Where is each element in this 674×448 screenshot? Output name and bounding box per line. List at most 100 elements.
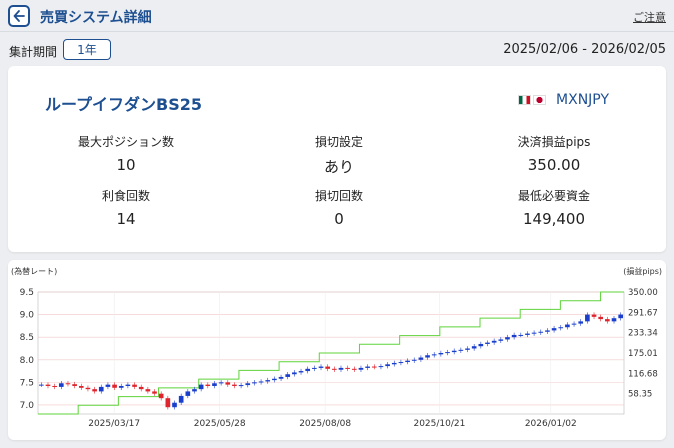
candle-body [531, 332, 537, 334]
stat-label: 損切設定 [314, 135, 363, 149]
stat-value: 14 [116, 210, 136, 228]
y-right-tick-label: 116.68 [628, 369, 658, 379]
system-name: ループイフダンBS25 [45, 95, 203, 114]
y-left-tick-label: 9.5 [20, 288, 34, 298]
candle-body [491, 340, 497, 343]
candle-body [138, 386, 144, 390]
y-right-tick-label: 350.00 [628, 288, 658, 298]
candle-body [471, 346, 477, 349]
stat-value: 10 [116, 156, 136, 174]
candle-body [178, 395, 184, 403]
candle-body [318, 366, 324, 368]
candle-body [478, 343, 484, 347]
candle-body [598, 316, 604, 320]
candle-body [238, 385, 244, 387]
candle-body [505, 337, 510, 340]
candle-body [405, 360, 410, 363]
candle-body [425, 355, 430, 358]
stat-value: 0 [334, 210, 344, 228]
candle-body [385, 364, 390, 367]
candle-body [185, 391, 191, 396]
chart-right-axis-label: (損益pips) [623, 266, 662, 276]
mexico-flag-icon [518, 95, 532, 105]
candle-body [525, 333, 530, 335]
candle-body [498, 339, 504, 341]
candle-body [252, 382, 257, 384]
candle-body [605, 319, 610, 322]
candle-body [232, 384, 237, 386]
stat-min-capital: 最低必要資金 149,400 [454, 187, 654, 228]
x-tick-label: 2025/03/17 [88, 419, 140, 429]
candle-body [52, 385, 57, 387]
candle-body [258, 381, 264, 383]
candle-body [192, 389, 197, 392]
pips-line [38, 291, 624, 415]
notice-link[interactable]: ご注意 [633, 11, 666, 24]
candle-body [371, 366, 377, 368]
x-tick-label: 2025/05/28 [194, 419, 246, 429]
candle-body [458, 349, 464, 351]
candle-body [165, 398, 171, 408]
y-left-tick-label: 7.5 [20, 378, 34, 388]
period-select-button[interactable]: 1年 [63, 39, 111, 60]
candle-body [125, 384, 131, 386]
candle-body [398, 362, 404, 364]
candle-body [172, 402, 177, 408]
candle-body [198, 384, 204, 390]
stat-value: あり [323, 158, 354, 176]
candle-body [218, 382, 224, 384]
y-left-tick-label: 7.0 [20, 401, 35, 411]
candle-body [58, 383, 64, 387]
candle-body [558, 327, 564, 329]
candle-body [292, 372, 297, 375]
candle-body [312, 367, 317, 369]
candle-body [212, 383, 217, 386]
candle-body [351, 368, 357, 370]
candle-body [511, 334, 517, 338]
stat-takeprofit-count: 利食回数 14 [26, 187, 226, 228]
performance-chart-card: (為替レート) (損益pips) 9.5 9.0 8.5 8.0 7.5 7.0 350.0… [8, 260, 666, 440]
candle-body [45, 384, 51, 386]
y-right-tick-label: 58.35 [628, 390, 652, 400]
candle-body [418, 357, 424, 360]
stat-label: 最低必要資金 [517, 189, 590, 203]
stat-max-positions: 最大ポジション数 10 [26, 133, 226, 174]
stat-label: 決済損益pips [517, 135, 591, 149]
candle-body [298, 371, 304, 373]
candle-body [431, 354, 437, 356]
candle-body [391, 362, 397, 365]
candle-body [285, 374, 291, 377]
x-tick-label: 2025/10/21 [413, 419, 465, 429]
arrow-left-icon [13, 10, 25, 22]
candle-body [358, 367, 364, 370]
candle-body [112, 384, 117, 388]
candle-body [578, 321, 584, 324]
candle-body [272, 378, 277, 381]
stat-value: 149,400 [522, 210, 586, 228]
candle-body [152, 391, 157, 394]
x-tick-label: 2026/01/02 [525, 419, 577, 429]
candle-body [585, 314, 590, 322]
performance-chart: (為替レート) (損益pips) 9.5 9.0 8.5 8.0 7.5 7.0 350.0… [11, 266, 662, 429]
candle-body [378, 366, 384, 368]
candle-body [158, 393, 164, 399]
candle-body [365, 366, 370, 368]
period-label: 集計期間 [9, 45, 58, 59]
y-left-tick-label: 8.5 [20, 333, 34, 343]
chart-left-axis-label: (為替レート) [11, 266, 57, 276]
candle-body [538, 331, 544, 333]
candle-body [65, 383, 71, 385]
y-right-tick-label: 291.67 [628, 308, 658, 318]
back-button[interactable] [8, 5, 30, 27]
candle-body [205, 384, 211, 386]
candle-body [411, 359, 417, 361]
stat-value: 350.00 [527, 156, 581, 174]
stat-label: 損切回数 [314, 189, 363, 203]
candle-body [98, 386, 104, 392]
pair-label: MXNJPY [556, 92, 609, 108]
candle-body [145, 389, 151, 392]
candle-body [305, 368, 311, 372]
japan-flag-icon [533, 95, 547, 105]
date-range: 2025/02/06 - 2026/02/05 [503, 42, 666, 57]
candle-body [565, 324, 570, 328]
